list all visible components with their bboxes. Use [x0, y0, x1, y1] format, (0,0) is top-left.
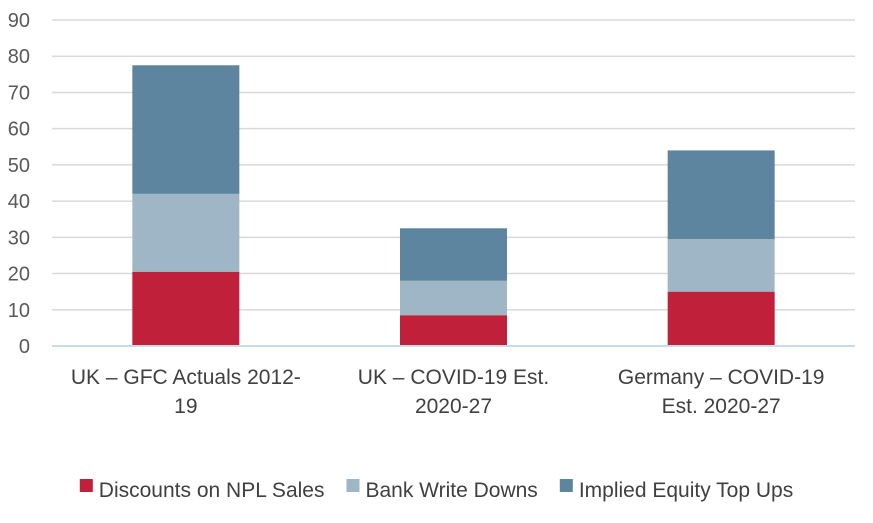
- y-tick-label: 50: [8, 155, 30, 177]
- category-label: Est. 2020-27: [662, 395, 781, 418]
- legend-label: Implied Equity Top Ups: [579, 479, 793, 502]
- category-label: UK – COVID-19 Est.: [358, 366, 549, 389]
- bars: [132, 65, 775, 346]
- legend-swatch: [559, 479, 573, 492]
- category-labels: UK – GFC Actuals 2012- 19 UK – COVID-19 Es…: [71, 366, 825, 418]
- legend-label: Discounts on NPL Sales: [99, 479, 325, 502]
- y-tick-label: 30: [8, 227, 30, 249]
- bar-segment: [667, 239, 775, 292]
- bar-segment: [400, 315, 507, 346]
- y-axis-ticks: 0 10 20 30 40 50 60 70 80 90: [8, 10, 30, 358]
- legend-item: Discounts on NPL Sales: [79, 479, 325, 502]
- legend-label: Bank Write Downs: [365, 479, 537, 502]
- bar-segment: [667, 150, 775, 240]
- bar-segment: [400, 228, 507, 281]
- bar-segment: [667, 291, 775, 346]
- legend: Discounts on NPL Sales Bank Write Downs Im…: [79, 479, 793, 502]
- y-tick-label: 80: [8, 46, 30, 68]
- bar-segment: [132, 193, 240, 272]
- y-tick-label: 90: [8, 10, 30, 32]
- y-tick-label: 10: [8, 300, 30, 322]
- category-label: UK – GFC Actuals 2012-: [71, 366, 301, 389]
- y-tick-label: 60: [8, 119, 30, 141]
- y-tick-label: 0: [19, 336, 30, 358]
- category-label: 19: [174, 395, 197, 418]
- legend-item: Bank Write Downs: [346, 479, 538, 502]
- legend-swatch: [346, 479, 360, 492]
- bar-segment: [132, 271, 240, 346]
- y-tick-label: 20: [8, 264, 30, 286]
- bar-segment: [132, 65, 240, 194]
- legend-swatch: [79, 479, 93, 492]
- legend-item: Implied Equity Top Ups: [559, 479, 793, 502]
- y-tick-label: 40: [8, 191, 30, 213]
- bar-segment: [400, 280, 507, 316]
- category-label: 2020-27: [415, 395, 492, 418]
- y-tick-label: 70: [8, 82, 30, 104]
- category-label: Germany – COVID-19: [618, 366, 825, 389]
